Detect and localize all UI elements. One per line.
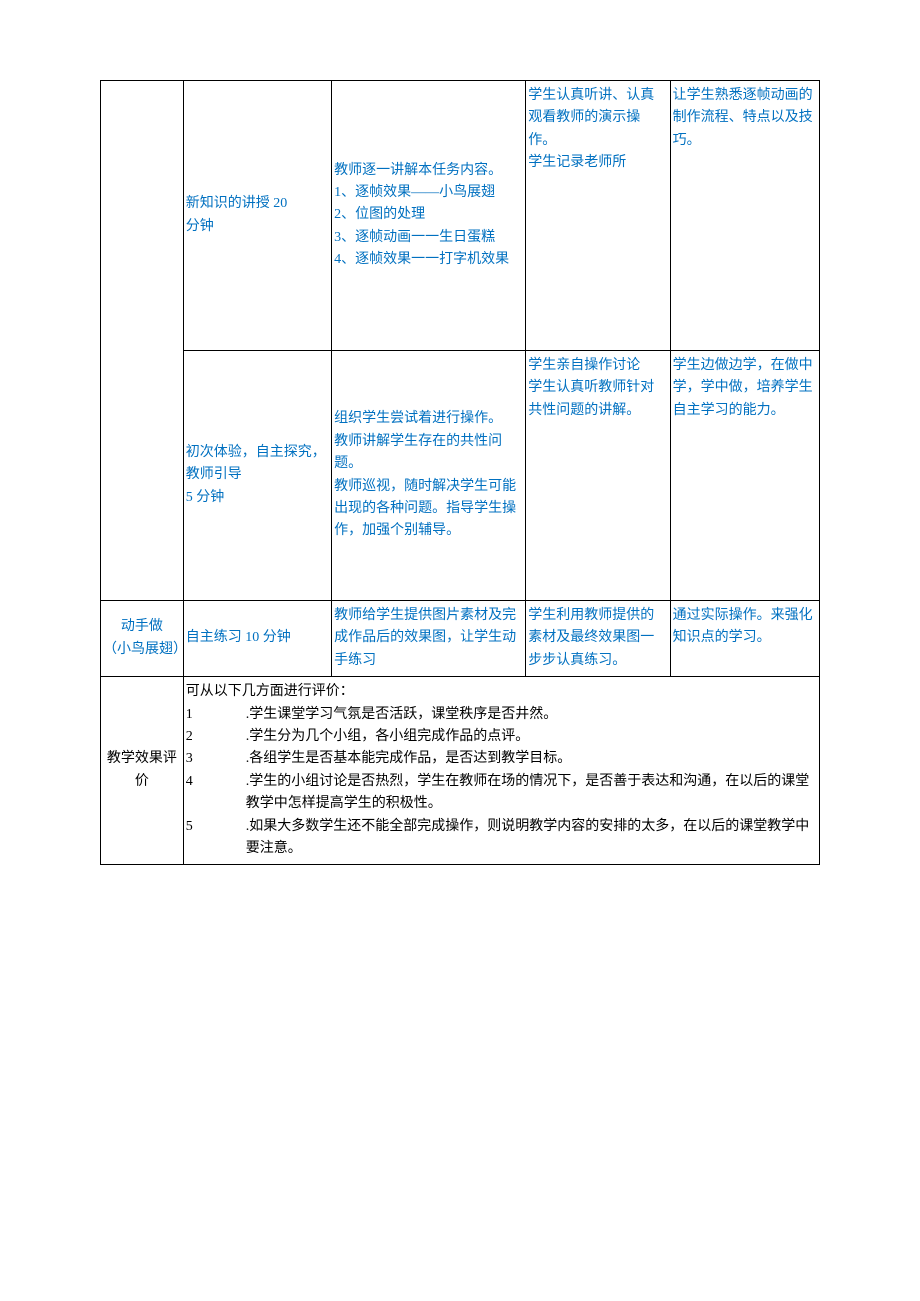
cell-stage: 动手做（小鸟展翅） [101, 601, 184, 677]
eval-item-text: .各组学生是否基本能完成作品，是否达到教学目标。 [246, 748, 817, 770]
cell-student: 学生利用教师提供的素材及最终效果图一步步认真练习。 [526, 601, 670, 677]
eval-item: 5.如果大多数学生还不能全部完成操作，则说明教学内容的安排的太多，在以后的课堂教… [186, 816, 817, 861]
cell-step: 初次体验，自主探究，教师引导5 分钟 [183, 351, 331, 601]
cell-step: 自主练习 10 分钟 [183, 601, 331, 677]
eval-item-number: 5 [186, 816, 246, 861]
student-text: 学生认真听讲、认真观看教师的演示操作。学生记录老师所 [528, 88, 654, 170]
eval-item: 3.各组学生是否基本能完成作品，是否达到教学目标。 [186, 748, 817, 770]
cell-student: 学生亲自操作讨论学生认真听教师针对共性问题的讲解。 [526, 351, 670, 601]
cell-stage-empty [101, 81, 184, 601]
eval-item-text: .如果大多数学生还不能全部完成操作，则说明教学内容的安排的太多，在以后的课堂教学… [246, 816, 817, 861]
eval-item: 1.学生课堂学习气氛是否活跃，课堂秩序是否井然。 [186, 704, 817, 726]
eval-item-number: 4 [186, 771, 246, 816]
teacher-text: 教师逐一讲解本任务内容。1、逐帧效果——小鸟展翅2、位图的处理3、逐帧动画一一生… [334, 163, 509, 268]
eval-items-list: 1.学生课堂学习气氛是否活跃，课堂秩序是否井然。2.学生分为几个小组，各小组完成… [186, 704, 817, 861]
eval-item: 2.学生分为几个小组，各小组完成作品的点评。 [186, 726, 817, 748]
eval-item-number: 2 [186, 726, 246, 748]
eval-item-number: 3 [186, 748, 246, 770]
eval-item-text: .学生分为几个小组，各小组完成作品的点评。 [246, 726, 817, 748]
goal-text: 通过实际操作。来强化知识点的学习。 [673, 608, 813, 645]
stage-text: 动手做（小鸟展翅） [103, 619, 187, 656]
cell-eval-content: 可从以下几方面进行评价： 1.学生课堂学习气氛是否活跃，课堂秩序是否井然。2.学… [183, 677, 819, 865]
cell-student: 学生认真听讲、认真观看教师的演示操作。学生记录老师所 [526, 81, 670, 351]
student-text: 学生利用教师提供的素材及最终效果图一步步认真练习。 [528, 608, 654, 668]
student-text: 学生亲自操作讨论学生认真听教师针对共性问题的讲解。 [528, 358, 654, 418]
table-row: 动手做（小鸟展翅） 自主练习 10 分钟 教师给学生提供图片素材及完成作品后的效… [101, 601, 820, 677]
cell-goal: 通过实际操作。来强化知识点的学习。 [670, 601, 819, 677]
goal-text: 学生边做边学，在做中学，学中做，培养学生自主学习的能力。 [673, 358, 813, 418]
step-text: 初次体验，自主探究，教师引导5 分钟 [186, 445, 326, 505]
cell-teacher: 教师给学生提供图片素材及完成作品后的效果图，让学生动手练习 [332, 601, 526, 677]
step-text: 自主练习 10 分钟 [186, 630, 291, 645]
cell-teacher: 组织学生尝试着进行操作。教师讲解学生存在的共性问题。教师巡视，随时解决学生可能出… [332, 351, 526, 601]
stage-eval-text: 教学效果评价 [107, 751, 177, 788]
eval-item: 4.学生的小组讨论是否热烈，学生在教师在场的情况下，是否善于表达和沟通，在以后的… [186, 771, 817, 816]
eval-item-number: 1 [186, 704, 246, 726]
lesson-plan-table: 新知识的讲授 20分钟 教师逐一讲解本任务内容。1、逐帧效果——小鸟展翅2、位图… [100, 80, 820, 865]
cell-teacher: 教师逐一讲解本任务内容。1、逐帧效果——小鸟展翅2、位图的处理3、逐帧动画一一生… [332, 81, 526, 351]
table-row: 新知识的讲授 20分钟 教师逐一讲解本任务内容。1、逐帧效果——小鸟展翅2、位图… [101, 81, 820, 351]
teacher-text: 教师给学生提供图片素材及完成作品后的效果图，让学生动手练习 [334, 608, 516, 668]
eval-intro: 可从以下几方面进行评价： [186, 681, 817, 703]
table-row: 教学效果评价 可从以下几方面进行评价： 1.学生课堂学习气氛是否活跃，课堂秩序是… [101, 677, 820, 865]
cell-stage-eval: 教学效果评价 [101, 677, 184, 865]
cell-goal: 学生边做边学，在做中学，学中做，培养学生自主学习的能力。 [670, 351, 819, 601]
eval-item-text: .学生的小组讨论是否热烈，学生在教师在场的情况下，是否善于表达和沟通，在以后的课… [246, 771, 817, 816]
teacher-text: 组织学生尝试着进行操作。教师讲解学生存在的共性问题。教师巡视，随时解决学生可能出… [334, 411, 516, 538]
goal-text: 让学生熟悉逐帧动画的制作流程、特点以及技巧。 [673, 88, 813, 148]
cell-step: 新知识的讲授 20分钟 [183, 81, 331, 351]
cell-goal: 让学生熟悉逐帧动画的制作流程、特点以及技巧。 [670, 81, 819, 351]
table-row: 初次体验，自主探究，教师引导5 分钟 组织学生尝试着进行操作。教师讲解学生存在的… [101, 351, 820, 601]
step-text: 新知识的讲授 20分钟 [186, 196, 288, 233]
eval-item-text: .学生课堂学习气氛是否活跃，课堂秩序是否井然。 [246, 704, 817, 726]
